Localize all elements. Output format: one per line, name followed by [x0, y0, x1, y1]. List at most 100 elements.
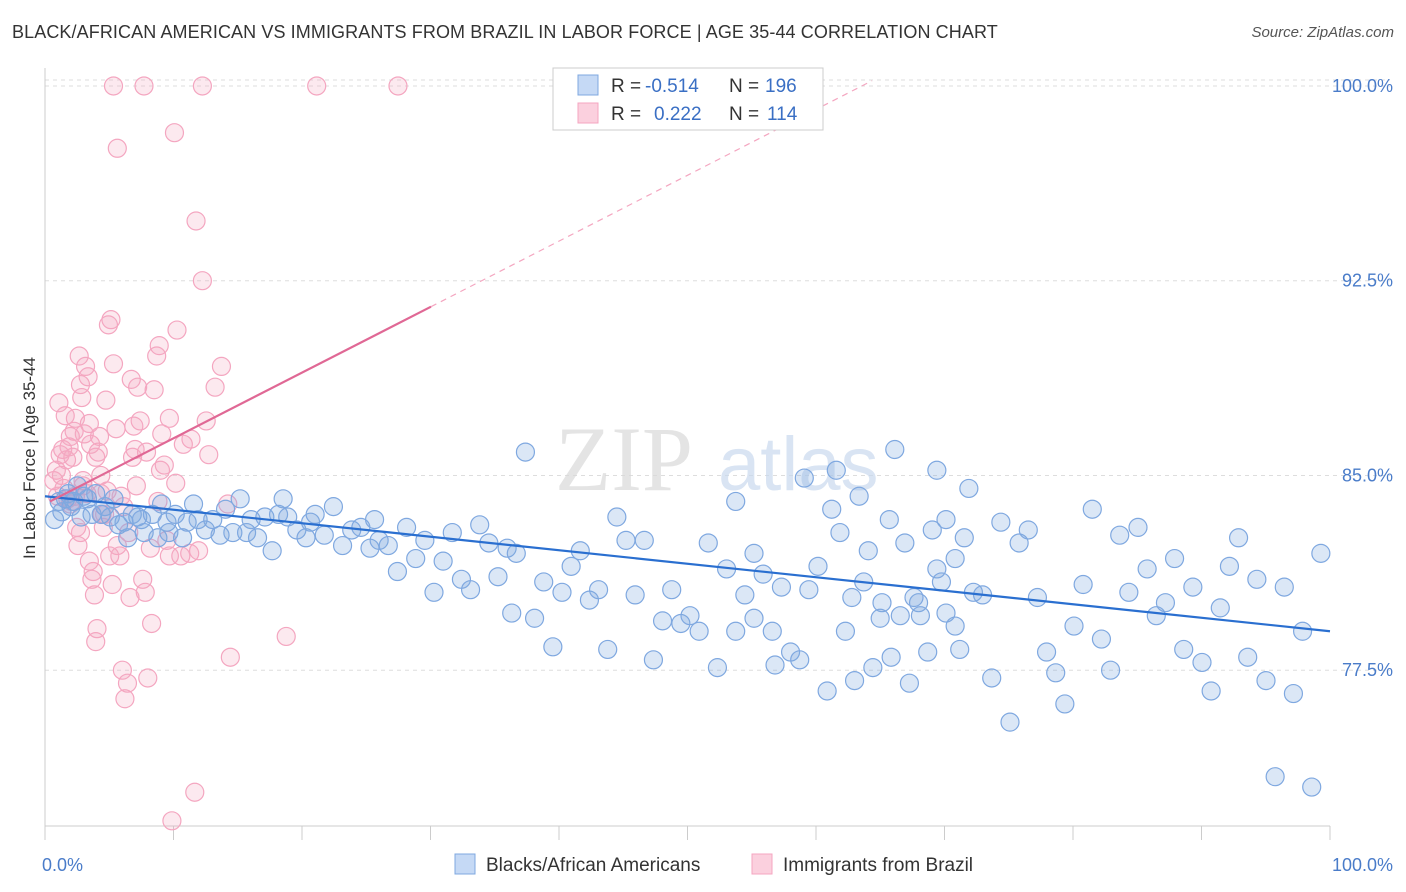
point-blue-132 — [849, 486, 869, 506]
point-blue-8 — [71, 507, 91, 527]
point-pink-91 — [159, 408, 179, 428]
point-pink-73 — [307, 76, 327, 96]
point-blue-152 — [1009, 533, 1029, 553]
point-pink-54 — [152, 424, 172, 444]
point-blue-85 — [598, 639, 618, 660]
point-blue-150 — [991, 512, 1011, 532]
trend-line-blue — [44, 495, 1331, 633]
point-blue-139 — [910, 606, 931, 626]
point-blue-173 — [1201, 681, 1221, 701]
x-tick-labels: 0.0% 100.0% — [42, 855, 1393, 875]
point-blue-46 — [273, 489, 293, 509]
point-pink-109 — [166, 473, 186, 493]
point-blue-30 — [172, 528, 193, 548]
point-blue-107 — [799, 580, 819, 600]
point-blue-60 — [378, 535, 398, 556]
stats-n-label-1: N = — [729, 76, 759, 97]
point-pink-110 — [124, 416, 144, 436]
point-blue-96 — [698, 533, 718, 553]
point-blue-92 — [662, 580, 682, 600]
point-blue-174 — [1210, 598, 1230, 618]
stats-r-label-2: R = — [611, 104, 641, 125]
point-blue-178 — [1247, 569, 1267, 589]
legend-label-pink: Immigrants from Brazil — [783, 855, 973, 876]
point-pink-88 — [188, 541, 209, 561]
point-blue-115 — [863, 658, 883, 678]
point-blue-44 — [262, 541, 282, 561]
point-blue-183 — [1292, 621, 1313, 641]
watermark-atlas: atlas — [718, 422, 879, 507]
point-pink-1 — [46, 460, 66, 480]
point-blue-134 — [870, 608, 890, 628]
point-blue-137 — [895, 533, 915, 553]
point-blue-130 — [830, 522, 850, 543]
point-pink-45 — [128, 377, 148, 397]
series-legend: Blacks/African Americans Immigrants from… — [454, 853, 973, 876]
point-blue-155 — [1036, 642, 1057, 662]
point-blue-88 — [625, 585, 645, 605]
point-blue-168 — [1155, 593, 1176, 613]
point-blue-133 — [858, 541, 878, 561]
point-pink-75 — [220, 647, 240, 667]
point-blue-162 — [1100, 660, 1121, 680]
point-blue-175 — [1219, 556, 1240, 576]
point-blue-135 — [879, 509, 899, 530]
trend-lines — [44, 80, 1331, 633]
point-pink-53 — [149, 336, 169, 356]
point-blue-127 — [744, 608, 764, 628]
stats-r-value-1: -0.514 — [645, 76, 699, 97]
point-blue-129 — [794, 468, 814, 488]
point-pink-11 — [63, 447, 83, 467]
point-pink-33 — [98, 315, 119, 335]
point-blue-138 — [904, 587, 924, 608]
point-blue-54 — [332, 535, 353, 556]
point-blue-154 — [1027, 587, 1048, 608]
stats-swatch-blue — [577, 74, 599, 96]
point-pink-35 — [103, 354, 124, 374]
point-pink-105 — [171, 546, 191, 566]
x-tick-label-1: 100.0% — [1332, 855, 1393, 875]
point-blue-125 — [954, 528, 974, 548]
point-blue-97 — [707, 658, 728, 678]
point-blue-179 — [1256, 670, 1276, 691]
point-pink-81 — [51, 465, 72, 486]
point-pink-15 — [69, 346, 89, 366]
point-blue-169 — [1164, 548, 1185, 569]
y-tick-label-1: 92.5% — [1342, 271, 1393, 291]
point-pink-9 — [59, 437, 79, 457]
chart-title: BLACK/AFRICAN AMERICAN VS IMMIGRANTS FRO… — [12, 22, 998, 42]
point-blue-153 — [1018, 520, 1038, 540]
point-pink-59 — [164, 123, 185, 143]
point-pink-86 — [100, 546, 120, 566]
point-pink-21 — [78, 367, 98, 387]
point-blue-110 — [822, 499, 842, 519]
point-pink-93 — [49, 393, 69, 413]
point-blue-76 — [515, 442, 536, 462]
point-blue-144 — [945, 548, 965, 569]
point-pink-72 — [192, 76, 212, 96]
point-blue-116 — [872, 593, 892, 613]
point-blue-51 — [305, 504, 325, 525]
point-blue-75 — [506, 543, 526, 563]
point-blue-176 — [1228, 528, 1249, 548]
point-blue-89 — [634, 530, 654, 550]
point-blue-160 — [1082, 499, 1102, 519]
point-pink-95 — [126, 476, 146, 496]
point-pink-58 — [162, 811, 182, 831]
watermark-zip: ZIP — [555, 408, 693, 510]
y-axis-label: In Labor Force | Age 35-44 — [20, 357, 39, 559]
point-pink-42 — [120, 587, 140, 608]
point-blue-65 — [424, 582, 444, 602]
point-pink-26 — [84, 585, 105, 605]
series-immigrants-from-brazil — [44, 76, 408, 831]
point-pink-34 — [101, 310, 121, 330]
stats-n-value-2: 114 — [767, 104, 798, 125]
point-pink-17 — [72, 387, 92, 408]
stats-r-value-2: 0.222 — [654, 104, 702, 125]
point-blue-185 — [1311, 543, 1331, 563]
point-pink-55 — [154, 455, 174, 475]
stats-n-value-1: 196 — [765, 76, 797, 97]
point-blue-177 — [1238, 647, 1258, 667]
point-blue-180 — [1265, 767, 1285, 787]
point-blue-128 — [765, 655, 785, 675]
